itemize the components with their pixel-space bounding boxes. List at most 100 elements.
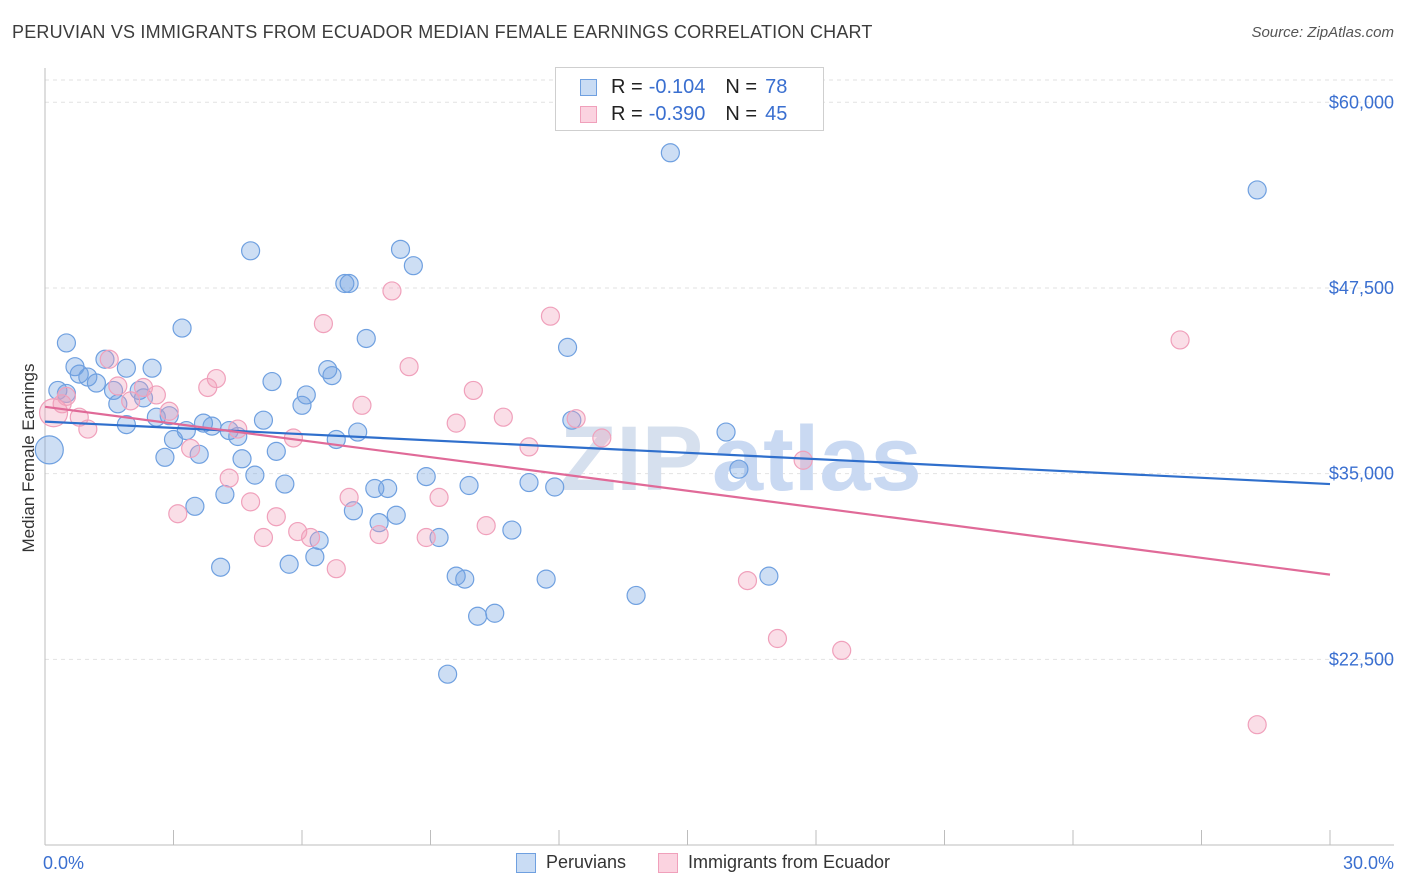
legend-item-ecuador: Immigrants from Ecuador [657,852,890,873]
y-tick-label: $60,000 [1329,92,1394,112]
data-point [305,547,325,567]
data-point [326,559,346,579]
data-point [519,472,539,493]
data-point [352,395,372,415]
data-point [262,371,282,392]
data-point [245,465,265,485]
data-point [292,395,312,415]
data-point [386,505,406,525]
data-point [485,603,505,623]
data-point [1170,330,1190,350]
legend-row-ecuador: R = -0.390 N = 45 [580,103,787,126]
axes [44,68,1394,846]
data-point [215,484,235,505]
data-point [378,478,398,499]
data-point [767,628,788,649]
y-tick-label: $22,500 [1329,649,1394,669]
legend-row-peruvians: R = -0.104 N = 78 [580,76,787,99]
data-point [219,468,239,488]
data-point [253,410,274,430]
data-point [86,373,107,393]
x-tick-label-min: 0.0% [43,853,84,873]
data-point [716,422,736,442]
data-point [545,477,565,497]
data-point [793,450,813,470]
data-point [211,557,231,577]
data-point [95,349,115,369]
data-point [228,419,248,439]
data-point [313,314,334,334]
data-point [206,368,226,389]
data-point [56,386,77,406]
x-tick-label-max: 30.0% [1343,853,1394,873]
trend-line-ecuador [44,405,1331,576]
data-point [56,333,77,353]
data-point [626,585,646,606]
data-point [253,527,274,548]
legend-n-label: N = [725,103,758,125]
stats-legend: R = -0.104 N = 78 R = -0.390 N = 45 [555,67,824,131]
data-point [275,474,295,494]
y-axis-title: Median Female Earnings [19,364,38,553]
data-point [108,376,128,396]
data-point [159,406,179,426]
legend-r-value: -0.390 [648,103,706,125]
data-point [116,358,136,378]
data-point [296,385,316,405]
data-point [737,570,758,591]
data-point [557,337,578,357]
data-point [455,569,475,589]
data-point [99,349,119,369]
data-point [438,664,458,684]
data-point [322,366,342,386]
legend-r-label: R = [611,103,643,125]
data-point [34,435,64,465]
trend-line-peruvians [44,420,1331,486]
data-point [155,447,175,467]
data-point [142,358,162,378]
watermark: ZIP atlas [560,408,922,510]
data-point [502,520,522,540]
data-point [300,527,321,548]
data-point [429,487,449,508]
data-point [468,606,488,626]
trend-lines [44,405,1331,576]
y-tick-label: $35,000 [1329,464,1394,484]
legend-label-peruvians: Peruvians [545,852,626,872]
data-point [1247,715,1267,735]
y-tick-labels: $22,500 $35,000 $47,500 $60,000 [1329,92,1394,669]
legend-n-value: 45 [765,103,788,125]
data-point [390,239,411,259]
data-point [339,273,359,294]
data-point [168,504,188,524]
data-point [38,398,69,428]
y-tick-label: $47,500 [1329,278,1394,298]
data-point [660,143,680,163]
legend-item-peruvians: Peruvians [515,852,626,873]
data-point [185,496,205,516]
data-point [241,241,261,261]
data-point [202,416,222,436]
series-legend: Peruvians Immigrants from Ecuador [0,852,1406,873]
data-point [536,569,556,589]
data-point [416,467,436,487]
chart-title: PERUVIAN VS IMMIGRANTS FROM ECUADOR MEDI… [12,22,873,42]
data-point [832,640,852,661]
data-point [519,437,539,457]
data-point [181,438,201,458]
data-point [266,507,286,527]
data-point [335,273,355,294]
data-point [1247,180,1267,200]
legend-n-label: N = [725,76,758,98]
source-label: Source: ZipAtlas.com [1251,24,1394,41]
legend-r-value: -0.104 [648,76,706,98]
data-point [566,409,586,429]
watermark-zip: ZIP [560,408,703,510]
data-point [416,527,436,548]
data-point [759,566,779,586]
legend-n-value: 78 [765,76,788,98]
data-point [592,428,612,448]
data-point [146,385,166,405]
data-point [382,281,402,301]
data-point [369,524,389,545]
